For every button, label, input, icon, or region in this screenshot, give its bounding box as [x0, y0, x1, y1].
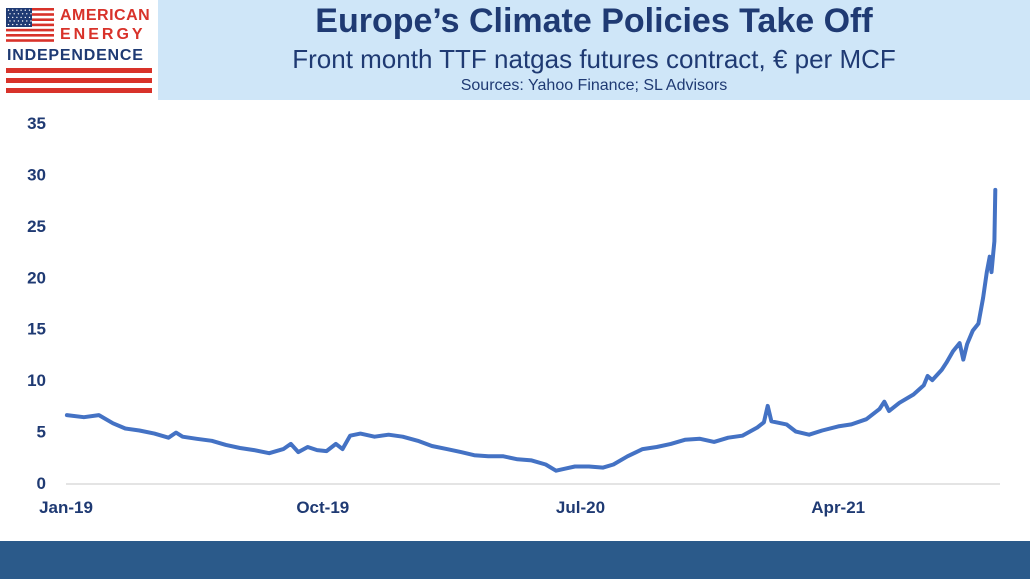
footer-band [0, 541, 1030, 579]
y-tick-label: 35 [27, 114, 46, 133]
y-tick-label: 10 [27, 371, 46, 390]
y-tick-label: 20 [27, 268, 46, 287]
y-tick-label: 15 [27, 320, 46, 339]
y-tick-label: 25 [27, 217, 46, 236]
logo-line-3: INDEPENDENCE [7, 47, 144, 64]
logo: AMERICAN ENERGY INDEPENDENCE [0, 0, 158, 100]
line-chart: 0 5 10 15 20 25 30 35 Jan-19 Oct-19 Jul-20 Apr-21 [27, 114, 1000, 517]
chart-title: Europe’s Climate Policies Take Off [315, 2, 873, 40]
logo-line-1: AMERICAN [60, 7, 151, 24]
x-tick-label: Jan-19 [39, 498, 93, 517]
y-tick-label: 30 [27, 165, 46, 184]
y-tick-label: 0 [37, 474, 46, 493]
x-tick-label: Oct-19 [296, 498, 349, 517]
chart-subtitle: Front month TTF natgas futures contract,… [292, 44, 896, 74]
header-band [0, 0, 1030, 100]
series-line [64, 187, 998, 473]
us-flag-icon [6, 8, 54, 44]
logo-line-2: ENERGY [60, 26, 146, 43]
y-tick-label: 5 [37, 423, 46, 442]
chart-sources: Sources: Yahoo Finance; SL Advisors [460, 77, 728, 94]
logo-stripes [6, 68, 152, 93]
x-tick-label: Apr-21 [811, 498, 865, 517]
x-tick-label: Jul-20 [556, 498, 605, 517]
